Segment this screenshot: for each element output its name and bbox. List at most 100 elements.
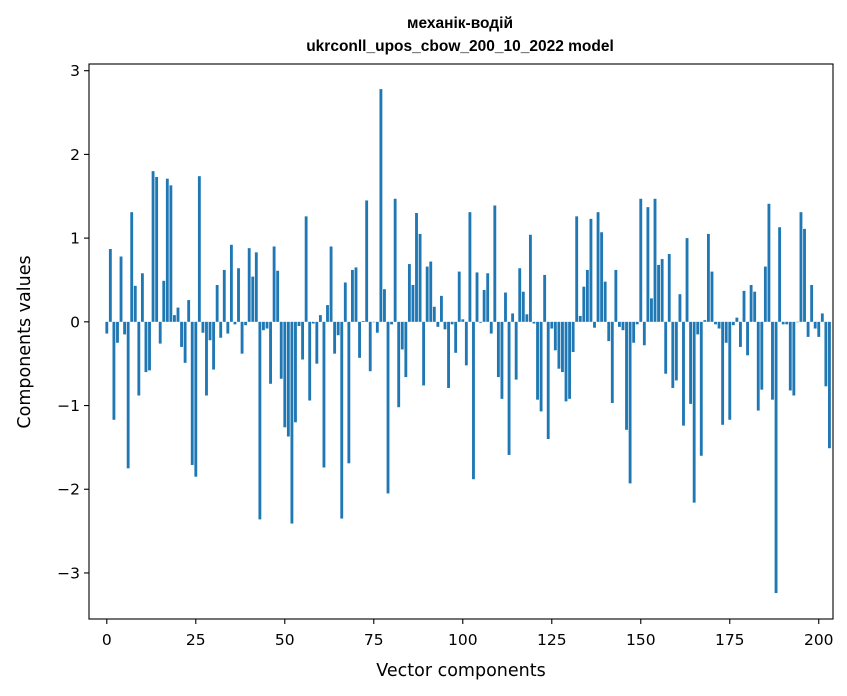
- bar: [781, 321, 785, 325]
- bar: [493, 205, 497, 322]
- bar: [326, 305, 329, 322]
- bar: [689, 321, 693, 404]
- bar: [247, 248, 251, 322]
- y-tick-label: 1: [70, 230, 80, 248]
- bar: [564, 321, 568, 402]
- bar: [714, 321, 717, 325]
- bar: [820, 313, 824, 322]
- bar: [165, 178, 169, 322]
- bar: [582, 286, 586, 322]
- bar: [653, 198, 657, 322]
- bar: [407, 264, 411, 322]
- y-axis-label: Components values: [15, 255, 35, 428]
- bar: [507, 321, 511, 455]
- bar: [208, 321, 212, 341]
- bar: [721, 321, 725, 425]
- bar: [279, 321, 283, 379]
- bar: [162, 280, 166, 322]
- bar: [628, 321, 632, 484]
- bar: [429, 261, 433, 322]
- bar: [585, 269, 589, 322]
- bar: [251, 276, 255, 322]
- bar: [354, 267, 358, 322]
- bar: [553, 321, 557, 351]
- bar: [568, 321, 571, 399]
- bar: [607, 321, 611, 342]
- bar: [706, 233, 710, 322]
- bar: [728, 321, 732, 420]
- bar: [525, 314, 529, 322]
- bar: [301, 321, 305, 360]
- bar: [254, 252, 258, 322]
- bar: [475, 272, 479, 322]
- bar: [425, 266, 429, 322]
- bar: [803, 228, 806, 322]
- chart-subtitle: ukrconll_upos_cbow_200_10_2022 model: [306, 38, 614, 55]
- bar: [222, 269, 226, 322]
- bar: [322, 321, 326, 468]
- x-tick-label: 200: [804, 631, 834, 649]
- bar: [817, 321, 821, 337]
- bar: [290, 321, 294, 524]
- bars-group: [105, 89, 831, 594]
- bar: [806, 321, 810, 337]
- bar: [489, 321, 493, 334]
- bar: [468, 212, 472, 322]
- bar: [682, 321, 685, 426]
- bar: [717, 321, 721, 329]
- y-tick-label: −2: [57, 481, 80, 499]
- x-tick-label: 25: [186, 631, 206, 649]
- bar: [365, 200, 369, 322]
- bar: [329, 246, 333, 322]
- bar: [760, 321, 764, 390]
- y-tick-label: −1: [57, 397, 80, 415]
- bar: [528, 234, 532, 322]
- bar: [418, 233, 422, 322]
- bar: [660, 259, 664, 322]
- bar: [788, 321, 792, 391]
- bar: [464, 321, 468, 366]
- bar: [137, 321, 141, 396]
- bar: [504, 292, 507, 322]
- bar: [610, 321, 614, 404]
- bar: [685, 238, 689, 322]
- bar: [415, 213, 418, 322]
- bar: [158, 321, 162, 344]
- bar: [785, 321, 789, 325]
- bar: [219, 321, 223, 338]
- bar: [642, 321, 646, 346]
- bar: [703, 320, 707, 322]
- bar: [696, 321, 700, 335]
- bar: [639, 198, 643, 322]
- bar: [496, 321, 500, 378]
- bar: [824, 321, 828, 387]
- bar: [596, 212, 600, 322]
- bar: [753, 291, 757, 322]
- bar: [311, 321, 315, 324]
- bar: [575, 216, 579, 322]
- bar: [532, 321, 536, 324]
- bar: [472, 321, 475, 480]
- bar: [397, 321, 401, 408]
- plot-frame: [88, 63, 834, 620]
- bar: [308, 321, 312, 401]
- bar: [657, 264, 660, 322]
- bar: [173, 315, 176, 322]
- bar: [742, 290, 746, 322]
- bar: [710, 271, 714, 322]
- bar: [404, 321, 408, 378]
- x-tick-label: 150: [626, 631, 656, 649]
- bar: [447, 321, 450, 388]
- bar: [739, 321, 742, 347]
- bar: [133, 285, 137, 322]
- bar: [539, 321, 543, 412]
- bar: [432, 306, 436, 322]
- bar: [112, 321, 116, 420]
- bar: [543, 274, 547, 322]
- x-tick-label: 100: [448, 631, 478, 649]
- y-axis: −3 −2 −1 0 1 2 3: [57, 62, 89, 582]
- bar: [105, 321, 109, 334]
- bar: [197, 176, 201, 322]
- bar: [799, 212, 803, 322]
